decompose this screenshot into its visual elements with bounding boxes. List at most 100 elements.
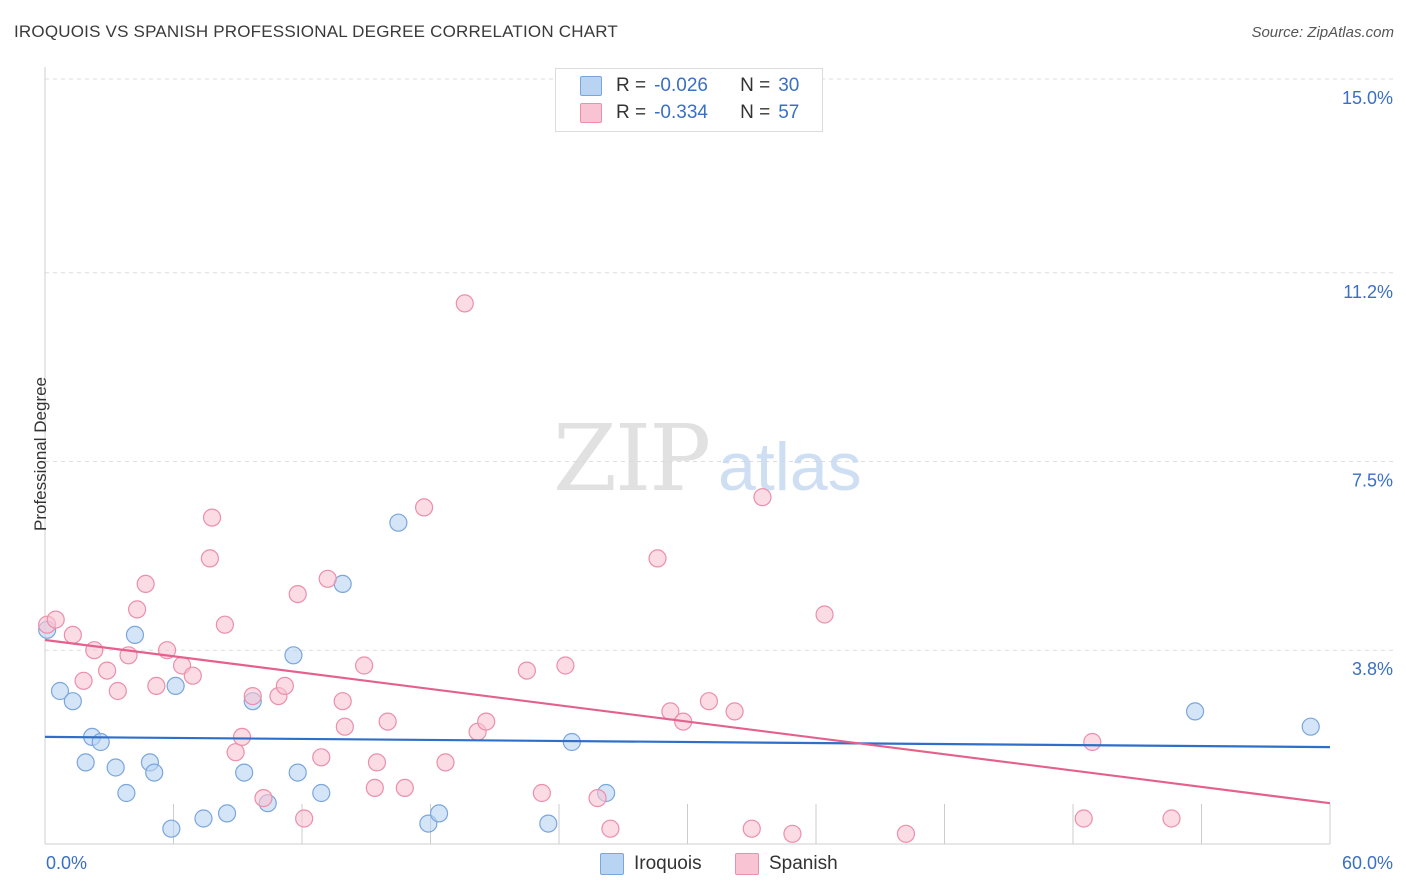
spanish-point (436, 753, 455, 772)
spanish-point (312, 748, 331, 767)
spanish-point (226, 743, 245, 762)
spanish-point (378, 712, 397, 731)
spanish-trend-line (44, 638, 1331, 805)
x-tick-label-min: 0.0% (46, 853, 87, 873)
iroquois-point (117, 783, 136, 803)
spanish-point (232, 727, 252, 747)
iroquois-point (106, 758, 125, 777)
iroquois-r-label: R = (616, 75, 647, 96)
iroquois-point (539, 814, 558, 833)
spanish-point (333, 692, 352, 711)
spanish-point (254, 788, 273, 808)
spanish-point (1162, 809, 1181, 828)
iroquois-point (235, 763, 254, 782)
spanish-point (896, 824, 916, 843)
spanish-point (295, 809, 314, 828)
spanish-r-value: -0.334 (654, 102, 708, 123)
spanish-point (742, 819, 761, 838)
iroquois-point (284, 646, 303, 665)
spanish-point (455, 294, 474, 313)
spanish-point (1083, 732, 1102, 752)
iroquois-point (389, 513, 408, 532)
spanish-point (395, 778, 414, 798)
y-tick-label: 11.2% (1343, 282, 1393, 302)
spanish-point (1074, 809, 1093, 828)
spanish-point (243, 686, 262, 706)
spanish-point (46, 610, 65, 629)
iroquois-point (162, 819, 181, 838)
spanish-point (648, 549, 667, 568)
iroquois-point (91, 732, 110, 752)
spanish-point (318, 569, 337, 588)
spanish-point (85, 641, 104, 660)
iroquois-point (125, 625, 145, 645)
spanish-point (815, 605, 834, 624)
spanish-point (98, 661, 117, 680)
iroquois-point (166, 676, 185, 696)
y-tick-label: 7.5% (1352, 471, 1393, 491)
spanish-n-value: 57 (778, 102, 800, 123)
spanish-point (147, 676, 166, 696)
legend-row-spanish: R = -0.334 N = 57 (580, 101, 799, 125)
bottom-legend-spanish-label: Spanish (769, 853, 838, 874)
iroquois-point (194, 809, 213, 828)
iroquois-point (145, 763, 164, 782)
iroquois-n-label: N = (740, 75, 771, 96)
iroquois-point (288, 763, 307, 782)
iroquois-point (1301, 717, 1320, 736)
spanish-point (74, 671, 93, 690)
bottom-legend-iroquois-label: Iroquois (634, 853, 702, 874)
spanish-point (355, 656, 374, 675)
y-tick-label: 15.0% (1342, 88, 1393, 108)
spanish-point (753, 488, 772, 507)
spanish-point (136, 574, 155, 594)
spanish-point (601, 819, 620, 838)
spanish-point (202, 508, 222, 527)
spanish-n-label: N = (740, 102, 771, 123)
spanish-point (556, 656, 575, 675)
spanish-point (367, 753, 387, 772)
spanish-point (275, 676, 294, 696)
spanish-point (335, 717, 354, 736)
spanish-point (517, 661, 536, 680)
spanish-point (699, 692, 719, 711)
spanish-point (200, 549, 220, 568)
correlation-legend: R = -0.026 N = 30 R = -0.334 N = 57 (555, 68, 823, 132)
spanish-swatch (580, 103, 602, 123)
spanish-point (215, 615, 234, 634)
bottom-legend-iroquois-swatch (600, 853, 624, 875)
iroquois-swatch (580, 76, 602, 96)
y-tick-label: 3.8% (1352, 659, 1393, 679)
spanish-point (108, 681, 127, 701)
bottom-legend-spanish: Spanish (735, 852, 838, 876)
spanish-point (783, 824, 802, 843)
spanish-point (414, 498, 434, 517)
iroquois-point (1185, 702, 1205, 721)
chart-title: IROQUOIS VS SPANISH PROFESSIONAL DEGREE … (14, 22, 618, 41)
iroquois-point (429, 804, 449, 823)
spanish-point (288, 584, 307, 604)
spanish-point (588, 788, 607, 808)
spanish-point (725, 702, 744, 721)
spanish-r-label: R = (616, 102, 647, 123)
watermark-zip: ZIP (553, 405, 709, 512)
spanish-point (477, 712, 496, 731)
spanish-point (365, 778, 384, 798)
spanish-point (63, 625, 82, 645)
iroquois-point (50, 681, 70, 701)
iroquois-n-value: 30 (778, 75, 800, 96)
bottom-legend-iroquois: Iroquois (600, 852, 702, 876)
bottom-legend-spanish-swatch (735, 853, 759, 875)
iroquois-point (76, 753, 95, 772)
spanish-point (532, 783, 551, 803)
iroquois-point (312, 783, 331, 803)
watermark-atlas: atlas (718, 429, 862, 505)
x-tick-label-max: 60.0% (1342, 853, 1393, 873)
legend-row-iroquois: R = -0.026 N = 30 (580, 74, 799, 98)
spanish-point (127, 600, 147, 619)
iroquois-point (217, 804, 237, 823)
chart-source: Source: ZipAtlas.com (1251, 24, 1394, 41)
spanish-point (183, 666, 202, 685)
iroquois-point (63, 692, 82, 711)
